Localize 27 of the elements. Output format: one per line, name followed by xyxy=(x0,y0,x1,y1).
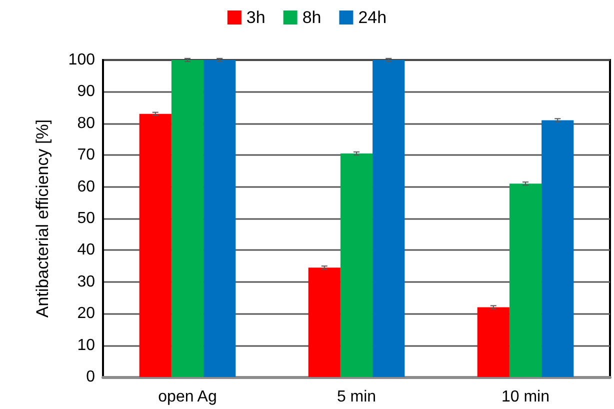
y-axis-title: Antibacterial efficiency [%] xyxy=(33,119,52,318)
bar xyxy=(171,60,204,377)
y-tick-label: 60 xyxy=(77,178,96,196)
bar xyxy=(308,268,340,377)
x-tick-label: open Ag xyxy=(158,388,217,406)
bar xyxy=(477,307,510,377)
bar xyxy=(372,60,405,377)
legend-label: 8h xyxy=(302,8,322,27)
y-tick-label: 50 xyxy=(77,210,96,227)
bar xyxy=(139,114,172,377)
x-tick-label: 5 min xyxy=(336,388,376,406)
y-tick-label: 20 xyxy=(77,305,96,322)
y-tick-label: 30 xyxy=(77,273,96,290)
y-tick-label: 90 xyxy=(77,83,96,100)
bar xyxy=(542,120,574,377)
y-tick-label: 70 xyxy=(77,146,96,164)
x-tick-label: 10 min xyxy=(501,388,550,406)
bar xyxy=(204,60,236,377)
bar xyxy=(509,184,542,377)
y-tick-label: 100 xyxy=(68,52,96,68)
legend-label: 3h xyxy=(246,8,266,27)
legend-label: 24h xyxy=(358,8,387,27)
y-tick-label: 80 xyxy=(77,114,96,132)
y-tick-label: 40 xyxy=(77,242,96,259)
bar xyxy=(340,154,373,377)
y-tick-label: 10 xyxy=(77,336,96,354)
y-tick-label: 0 xyxy=(86,368,96,386)
